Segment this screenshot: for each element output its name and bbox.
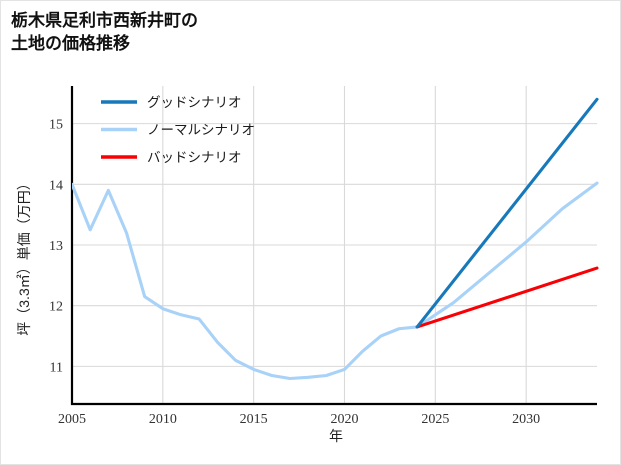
x-tick-label: 2025: [421, 412, 449, 427]
series-line: [415, 97, 599, 329]
x-axis-tick-labels: 2005 2010 2015 2020 2025 2030: [58, 412, 540, 427]
chart-title: 栃木県足利市西新井町の 土地の価格推移: [11, 11, 198, 54]
legend-label: バッドシナリオ: [147, 150, 242, 165]
x-tick-label: 2005: [58, 412, 86, 427]
data-series-group: [72, 97, 599, 381]
axis-spine: [70, 86, 597, 406]
y-axis-title: 坪（3.3㎡）単価（万円）: [16, 176, 32, 335]
x-tick-label: 2020: [330, 412, 358, 427]
y-tick-label: 11: [50, 360, 63, 375]
x-tick-label: 2015: [240, 412, 268, 427]
x-tick-label: 2030: [512, 412, 540, 427]
series-line: [72, 181, 599, 381]
legend-label: ノーマルシナリオ: [147, 123, 255, 138]
y-tick-label: 12: [49, 300, 63, 315]
y-tick-label: 15: [49, 118, 63, 133]
series-line: [415, 266, 599, 329]
axis-lines-group: [70, 86, 597, 406]
y-tick-label: 13: [49, 239, 63, 254]
y-axis-tick-labels: 11 12 13 14 15: [49, 118, 63, 376]
y-tick-label: 14: [49, 178, 63, 193]
x-tick-label: 2010: [149, 412, 177, 427]
x-axis-title: 年: [329, 428, 343, 444]
legend-label: グッドシナリオ: [147, 95, 242, 110]
